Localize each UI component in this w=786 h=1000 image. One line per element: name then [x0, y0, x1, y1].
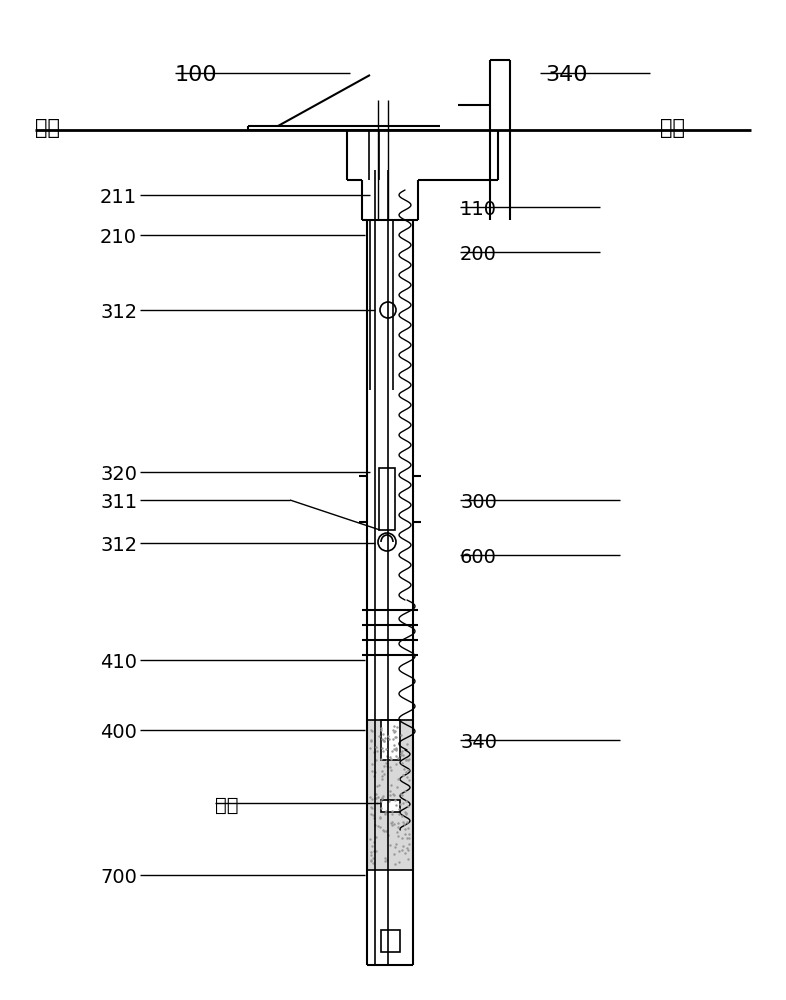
Text: 340: 340 — [460, 733, 497, 752]
Text: 340: 340 — [545, 65, 587, 85]
Bar — [367, 720, 413, 870]
Text: 110: 110 — [460, 200, 497, 219]
Text: 200: 200 — [460, 245, 497, 264]
Text: 312: 312 — [100, 303, 137, 322]
Bar — [381, 720, 400, 760]
Text: 210: 210 — [100, 228, 137, 247]
Text: 211: 211 — [100, 188, 137, 207]
Text: 100: 100 — [175, 65, 218, 85]
Bar — [379, 468, 395, 530]
Text: 泥面: 泥面 — [35, 118, 60, 138]
Text: 311: 311 — [100, 493, 137, 512]
Text: 注浆: 注浆 — [215, 796, 238, 815]
Text: 600: 600 — [460, 548, 497, 567]
Text: 410: 410 — [100, 653, 137, 672]
Text: 泥面: 泥面 — [660, 118, 685, 138]
Text: 320: 320 — [100, 465, 137, 484]
Text: 400: 400 — [100, 723, 137, 742]
Text: 300: 300 — [460, 493, 497, 512]
Text: 700: 700 — [100, 868, 137, 887]
Bar — [381, 800, 400, 812]
Text: 312: 312 — [100, 536, 137, 555]
Bar — [381, 930, 400, 952]
